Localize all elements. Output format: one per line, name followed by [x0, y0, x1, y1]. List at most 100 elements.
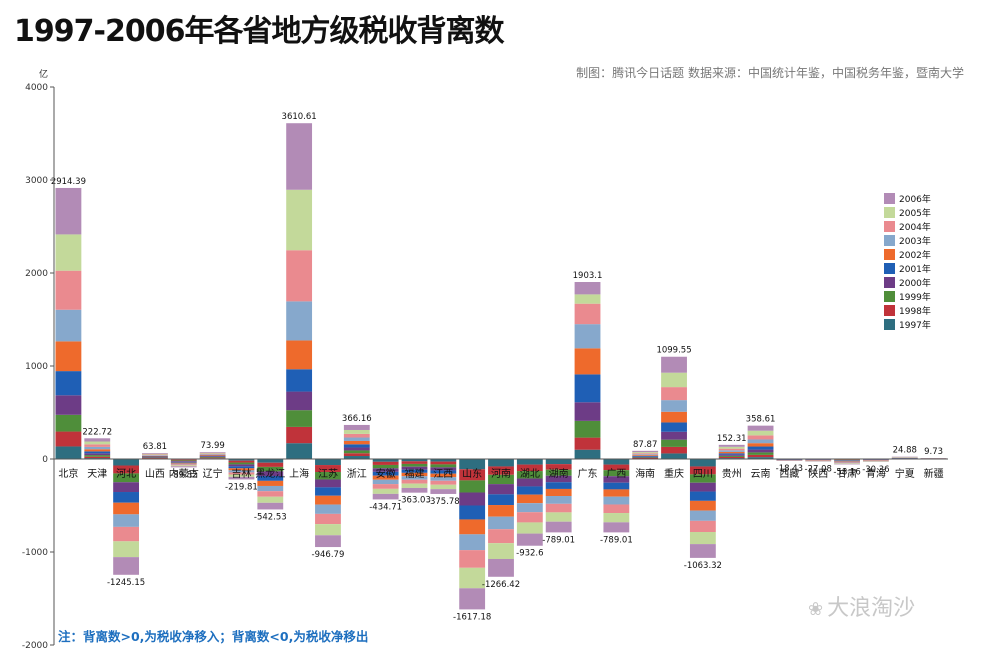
bar-segment	[401, 472, 428, 477]
bar-segment	[343, 440, 370, 445]
bar-segment	[516, 494, 543, 504]
bar-segment	[257, 471, 284, 477]
category-label: 广西	[606, 468, 626, 480]
bar-segment	[372, 475, 399, 480]
bar-segment	[55, 341, 82, 372]
bar-segment	[747, 454, 774, 458]
bar-segment	[199, 454, 226, 456]
bar-segment	[257, 496, 284, 503]
bar-segment	[488, 516, 514, 530]
bar-segment	[747, 449, 774, 453]
bar-segment	[286, 426, 313, 444]
category-label: 吉林	[231, 467, 251, 480]
total-label: -18.43	[776, 464, 803, 474]
bar-segment	[315, 513, 341, 525]
bar-segment	[603, 504, 630, 514]
total-label: 358.61	[746, 415, 776, 425]
bar-segment	[661, 422, 687, 432]
category-label: 贵州	[722, 467, 742, 480]
bar-segment	[545, 503, 572, 513]
bar-segment	[661, 431, 687, 440]
bar-segment	[718, 455, 745, 457]
category-label: 江苏	[318, 467, 338, 480]
category-label: 云南	[751, 467, 771, 480]
total-label: 366.16	[342, 414, 372, 424]
legend-swatch	[884, 319, 895, 330]
bar-segment	[632, 457, 659, 459]
bar-segment	[142, 453, 168, 455]
bar-segment	[113, 465, 140, 474]
bar-segment	[228, 472, 255, 475]
category-label: 安徽	[376, 467, 396, 480]
bar-segment	[632, 450, 659, 453]
bar-segment	[315, 479, 341, 488]
bar-segment	[545, 464, 572, 470]
total-label: 3610.61	[282, 112, 317, 122]
bar-segment	[632, 453, 659, 455]
bar-segment	[603, 482, 630, 490]
bar-segment	[170, 462, 197, 464]
bar-segment	[372, 461, 399, 465]
bar-segment	[689, 532, 716, 545]
bar-segment	[603, 496, 630, 505]
bar-segment	[286, 301, 313, 341]
bar-segment	[286, 443, 313, 459]
bar-segment	[113, 492, 140, 503]
bar-segment	[343, 450, 370, 454]
total-label: 87.87	[633, 440, 657, 450]
bar-segment	[343, 424, 370, 430]
legend-swatch	[884, 207, 895, 218]
category-label: 山西	[145, 468, 165, 480]
bar-segment	[488, 466, 514, 475]
bar-segment	[401, 463, 428, 467]
total-label: -1245.15	[107, 578, 145, 588]
category-label: 西藏	[779, 468, 799, 480]
bar-segment	[459, 505, 486, 520]
bar-segment	[430, 470, 457, 474]
bar-segment	[228, 459, 255, 461]
bar-segment	[170, 465, 197, 467]
bar-segment	[574, 282, 601, 295]
bar-segment	[834, 463, 860, 464]
bar-segment	[834, 461, 860, 463]
bar-segment	[286, 250, 313, 302]
category-label: 北京	[58, 467, 78, 480]
total-label: 24.88	[893, 446, 917, 456]
bar-segment	[459, 567, 486, 589]
bar-segment	[372, 488, 399, 494]
bar-segment	[545, 488, 572, 497]
bar-segment	[632, 457, 659, 458]
total-label: -27.08	[805, 465, 832, 475]
bar-segment	[661, 356, 687, 373]
bar-segment	[257, 485, 284, 492]
legend-swatch	[884, 291, 895, 302]
bar-segment	[170, 466, 197, 468]
bar-segment	[574, 303, 601, 325]
bar-segment	[315, 465, 341, 473]
bar-segment	[545, 459, 572, 465]
bar-segment	[834, 461, 860, 462]
bar-segment	[170, 463, 197, 465]
category-label: 山东	[462, 467, 482, 480]
bar-segment	[257, 476, 284, 481]
bar-segment	[632, 456, 659, 457]
legend-swatch	[884, 193, 895, 204]
legend-label: 2004年	[899, 221, 931, 233]
category-label: 上海	[289, 467, 309, 480]
bar-segment	[689, 466, 716, 475]
total-label: -1617.18	[453, 612, 491, 622]
bar-segment	[315, 524, 341, 536]
bar-segment	[315, 495, 341, 505]
bar-segment	[84, 453, 111, 456]
bar-segment	[718, 451, 745, 454]
bar-segment	[574, 420, 601, 438]
bar-segment	[199, 453, 226, 455]
bar-segment	[632, 454, 659, 456]
bar-segment	[315, 535, 341, 548]
bar-segment	[228, 462, 255, 465]
bar-segment	[459, 550, 486, 568]
total-label: -1063.32	[684, 561, 722, 571]
bar-segment	[430, 480, 457, 485]
bar-segment	[718, 456, 745, 459]
